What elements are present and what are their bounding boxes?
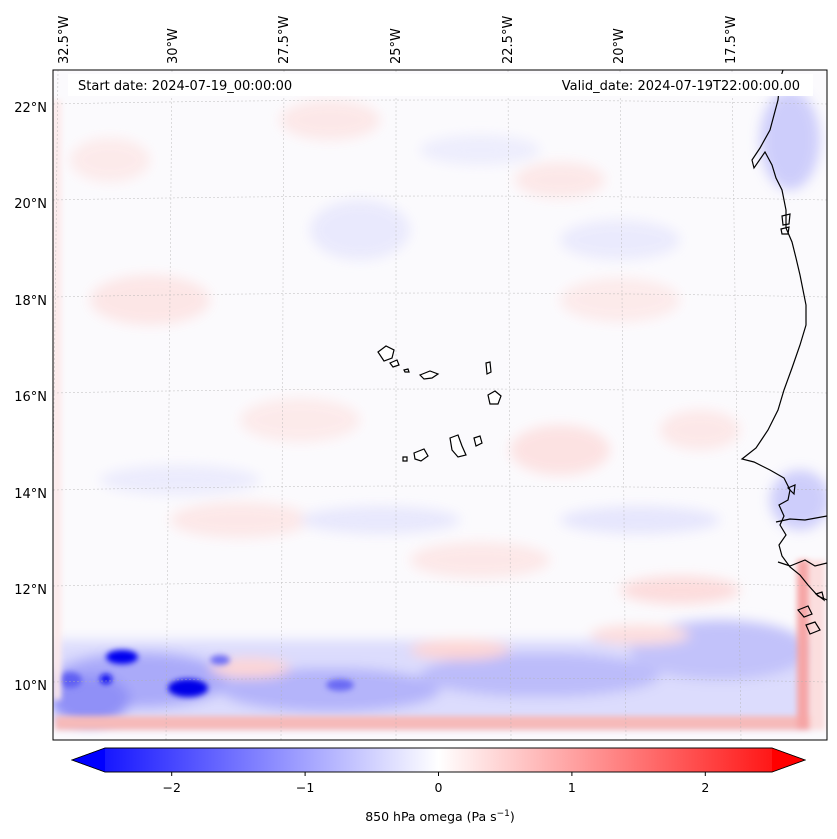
colorbar-extend-max [772, 748, 805, 772]
island-sao-nicolau [418, 370, 440, 380]
lon-label: 22.5°W [501, 16, 516, 64]
latitude-labels: 22°N 20°N 18°N 16°N 14°N 12°N 10°N [14, 101, 47, 694]
lat-label: 20°N [14, 197, 47, 212]
lon-label: 25°W [389, 28, 404, 64]
lon-label: 30°W [166, 28, 181, 64]
island-santiago [449, 434, 467, 458]
colorbar-ticks: −2 −1 0 1 2 [162, 772, 709, 795]
colorbar-tick-label: −2 [162, 780, 180, 795]
lon-label: 17.5°W [724, 16, 739, 64]
island-santa-luzia [403, 368, 410, 373]
colorbar-tick-label: 1 [568, 780, 576, 795]
map-frame [52, 69, 828, 741]
island-sal [485, 361, 492, 375]
longitude-labels: 32.5°W 30°W 27.5°W 25°W 22.5°W 20°W 17.5… [57, 16, 739, 64]
island-sao-vicente [389, 359, 400, 368]
colorbar-tick-label: 0 [435, 780, 443, 795]
lon-label: 27.5°W [277, 16, 292, 64]
island-fogo [413, 448, 429, 462]
colorbar-label: 850 hPa omega (Pa s−1) [365, 809, 515, 824]
colorbar-tick-label: −1 [296, 780, 314, 795]
lat-label: 10°N [14, 679, 47, 694]
map-panel: Start date: 2024-07-19_00:00:00 Valid_da… [53, 70, 827, 740]
valid-date-label: Valid_date: 2024-07-19T22:00:00.00 [562, 79, 800, 94]
colorbar-tick-label: 2 [701, 780, 709, 795]
lat-label: 14°N [14, 487, 47, 502]
lat-label: 22°N [14, 101, 47, 116]
colorbar-bar [70, 747, 807, 773]
lat-label: 16°N [14, 390, 47, 405]
omega-field [53, 90, 827, 730]
lon-label: 20°W [612, 28, 627, 64]
island-boa-vista [487, 390, 502, 405]
africa-coastline [740, 70, 827, 635]
colorbar-extend-min [72, 748, 105, 772]
colorbar: −2 −1 0 1 2 850 hPa omega (Pa s−1) [70, 747, 807, 824]
lat-label: 18°N [14, 294, 47, 309]
island-santo-antao [377, 345, 395, 362]
header-box [68, 74, 813, 96]
cape-verde-islands [377, 345, 502, 462]
island-maio [473, 435, 483, 447]
lat-label: 12°N [14, 583, 47, 598]
island-brava [402, 456, 408, 462]
lon-label: 32.5°W [57, 16, 72, 64]
start-date-label: Start date: 2024-07-19_00:00:00 [78, 79, 292, 94]
